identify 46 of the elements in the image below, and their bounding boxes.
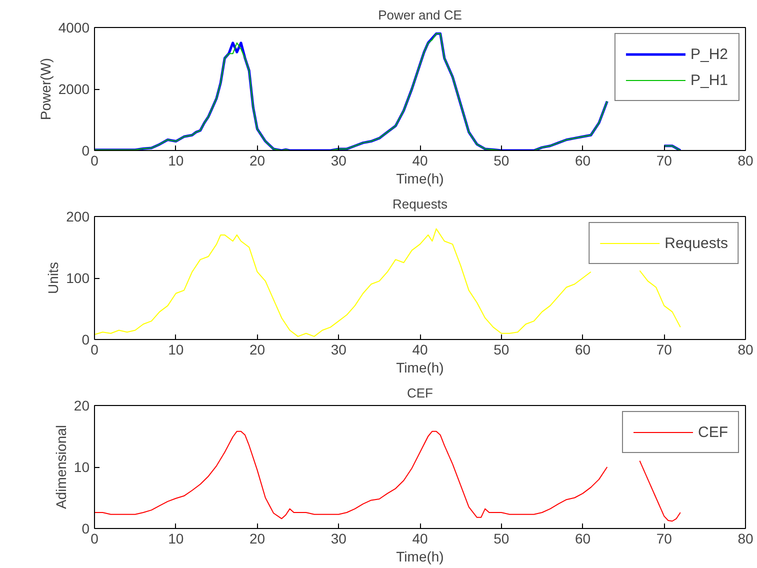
legend-label: CEF [698,424,728,440]
y-axis-title: Units [45,262,62,294]
chart-title: CEF [407,386,434,400]
x-axis-title: Time(h) [396,170,444,186]
y-tick-label: 0 [82,332,90,348]
y-tick-label: 0 [82,520,90,536]
y-tick-label: 20 [74,398,90,414]
legend-label: Requests [664,234,728,252]
y-tick-label: 100 [66,270,90,286]
y-tick-label: 2000 [58,81,90,97]
chart-title: Power and CE [378,8,462,22]
x-tick-label: 60 [574,530,591,546]
legend-label: P_H2 [690,46,728,62]
x-tick-label: 80 [738,152,754,168]
x-tick-label: 80 [738,342,754,358]
y-axis-title: Adimensional [52,424,69,510]
y-tick-label: 4000 [58,20,90,36]
x-tick-label: 10 [168,152,184,168]
x-axis-title: Time(h) [396,360,444,376]
x-tick-label: 20 [249,152,266,168]
x-tick-label: 60 [574,342,591,358]
x-tick-label: 70 [656,530,672,546]
x-tick-label: 50 [494,152,510,168]
legend-label: P_H1 [690,72,728,88]
y-tick-label: 200 [66,208,90,224]
x-tick-label: 30 [330,530,347,546]
x-tick-label: 60 [574,152,591,168]
y-tick-label: 10 [74,459,90,475]
x-tick-label: 20 [249,342,266,358]
x-tick-label: 70 [656,342,672,358]
x-tick-label: 50 [494,530,510,546]
x-tick-label: 30 [330,342,347,358]
x-tick-label: 70 [656,152,672,168]
x-tick-label: 50 [494,342,510,358]
x-tick-label: 80 [738,530,754,546]
x-tick-label: 30 [330,152,347,168]
y-tick-label: 0 [82,142,90,158]
x-tick-label: 10 [168,342,184,358]
x-tick-label: 40 [412,530,428,546]
x-tick-label: 40 [412,152,428,168]
y-axis-title: Power(W) [37,58,54,120]
chart-title: Requests [392,196,448,212]
x-axis-title: Time(h) [396,548,444,564]
x-tick-label: 40 [412,342,428,358]
x-tick-label: 10 [168,530,184,546]
x-tick-label: 20 [249,530,266,546]
